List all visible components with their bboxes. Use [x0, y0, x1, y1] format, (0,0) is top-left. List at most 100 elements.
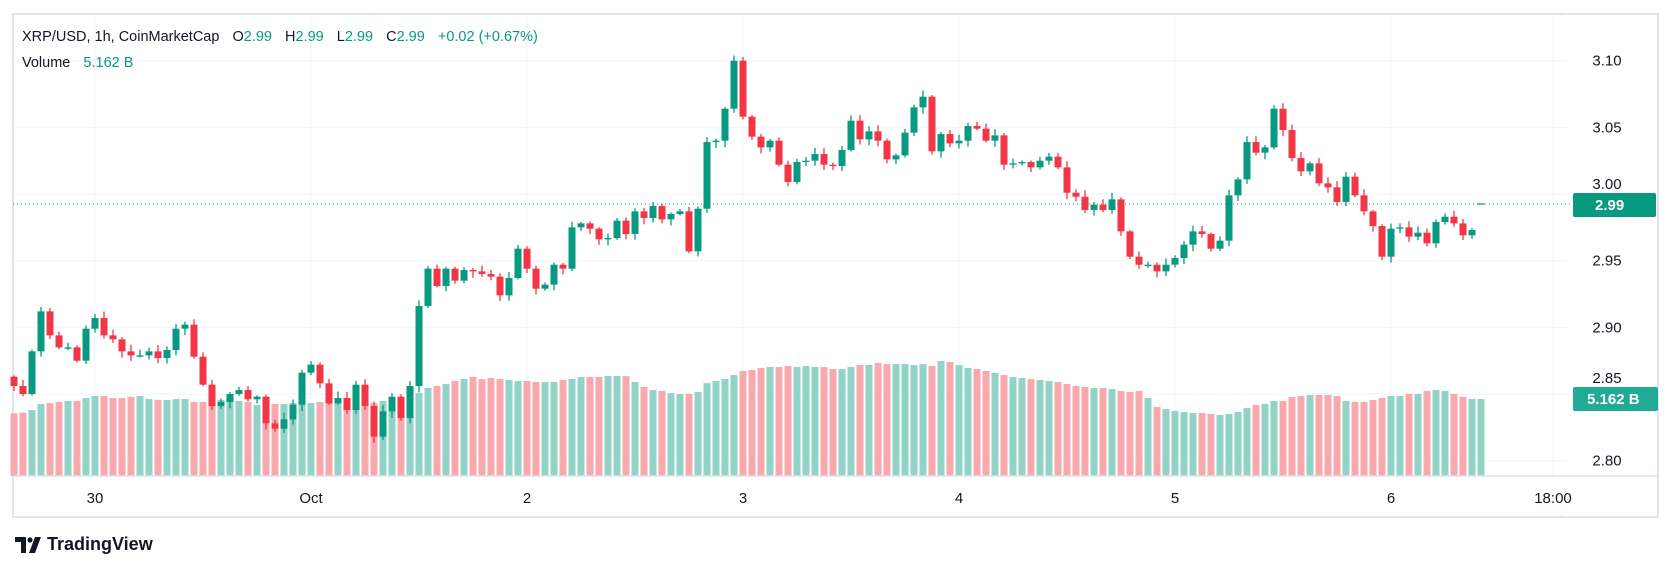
volume-bar: [901, 363, 909, 476]
candle-body: [973, 126, 981, 129]
candle-body: [964, 126, 972, 141]
low-value: 2.99: [344, 29, 374, 45]
volume-bar: [1189, 413, 1197, 476]
volume-bar: [262, 403, 270, 476]
candle-body: [1333, 187, 1341, 203]
volume-bar: [802, 366, 810, 476]
candle-body: [1189, 231, 1197, 245]
volume-bar: [1135, 390, 1143, 476]
candle-body: [451, 268, 459, 281]
volume-bar: [1441, 390, 1449, 476]
volume-bar: [307, 403, 315, 476]
volume-label[interactable]: Volume: [22, 55, 71, 71]
volume-bar: [685, 393, 693, 476]
symbol-title[interactable]: XRP/USD, 1h, CoinMarketCap: [22, 29, 220, 45]
candle-body: [1171, 258, 1179, 265]
volume-bar: [964, 368, 972, 476]
volume-bar: [154, 399, 162, 476]
candle-body: [1324, 183, 1332, 188]
volume-bar: [388, 400, 396, 476]
open-label: O: [232, 29, 244, 45]
candle-body: [334, 398, 342, 404]
volume-bar: [1234, 412, 1242, 476]
volume-bar: [37, 403, 45, 476]
candle-body: [199, 356, 207, 385]
candle-body: [28, 351, 36, 395]
candle-body: [235, 390, 243, 395]
candle-body: [64, 347, 72, 349]
candle-body: [937, 134, 945, 152]
volume-bar: [199, 402, 207, 476]
volume-bar: [1162, 409, 1170, 476]
candle-body: [703, 142, 711, 209]
candle-body: [352, 384, 360, 411]
volume-bar: [748, 369, 756, 476]
candle-body: [424, 268, 432, 307]
price-tick-label: 3.05: [1592, 119, 1621, 136]
candle-body: [1387, 228, 1395, 257]
volume-bar: [478, 379, 486, 476]
volume-bar: [271, 403, 279, 476]
candle-body: [1144, 264, 1152, 266]
candle-body: [991, 135, 999, 141]
time-tick-label: 18:00: [1534, 490, 1572, 507]
volume-bar: [1243, 407, 1251, 476]
volume-bar: [136, 396, 144, 476]
candle-body: [1234, 179, 1242, 196]
candle-body: [1396, 227, 1404, 229]
close-value: 2.99: [396, 29, 425, 45]
volume-bar: [442, 383, 450, 476]
volume-bar: [1216, 414, 1224, 476]
volume-tag-bg: [1573, 387, 1658, 411]
candle-body: [892, 155, 900, 160]
volume-bar: [1468, 399, 1476, 476]
volume-bar: [649, 389, 657, 476]
candle-body: [820, 154, 828, 165]
candle-body: [586, 223, 594, 229]
volume-bar: [10, 413, 18, 476]
candle-body: [1288, 130, 1296, 159]
candle-body: [865, 131, 873, 140]
candle-body: [307, 364, 315, 373]
volume-bar: [1279, 400, 1287, 476]
volume-bar: [334, 402, 342, 476]
volume-bar: [667, 393, 675, 476]
candle-body: [298, 372, 306, 405]
volume-bar: [1045, 380, 1053, 476]
candle-body: [442, 268, 450, 287]
price-axis[interactable]: 3.10 3.05 3.00 2.95 2.90 2.85 2.80: [1592, 53, 1621, 470]
candle-body: [1045, 156, 1053, 161]
candle-body: [415, 306, 423, 387]
volume-bar: [208, 402, 216, 476]
volume-bar: [244, 402, 252, 476]
volume-bar: [343, 402, 351, 476]
candle-body: [1081, 196, 1089, 211]
volume-bar: [694, 392, 702, 476]
volume-bar: [811, 366, 819, 476]
volume-bar: [730, 375, 738, 476]
candle-body: [883, 140, 891, 160]
candle-body: [955, 140, 963, 144]
volume-bar: [919, 363, 927, 476]
price-tick-label: 3.10: [1592, 53, 1621, 70]
candle-body: [559, 264, 567, 269]
candle-body: [1063, 167, 1071, 193]
volume-bar: [1270, 400, 1278, 476]
candle-body: [100, 318, 108, 336]
time-axis[interactable]: 30 Oct 2 3 4 5 6 18:00: [87, 490, 1572, 507]
candle-body: [1018, 162, 1026, 164]
tradingview-logo[interactable]: TradingView: [15, 534, 153, 555]
volume-value: 5.162 B: [83, 55, 134, 71]
candle-body: [253, 396, 261, 400]
candle-body: [856, 120, 864, 140]
candle-body: [811, 154, 819, 161]
volume-bar: [325, 402, 333, 476]
volume-bar: [1072, 386, 1080, 476]
candle-body: [982, 128, 990, 141]
candle-body: [550, 264, 558, 285]
candle-body: [523, 248, 531, 269]
volume-bar: [1396, 396, 1404, 476]
candle-body: [1423, 232, 1431, 244]
time-tick-label: 4: [955, 490, 963, 507]
